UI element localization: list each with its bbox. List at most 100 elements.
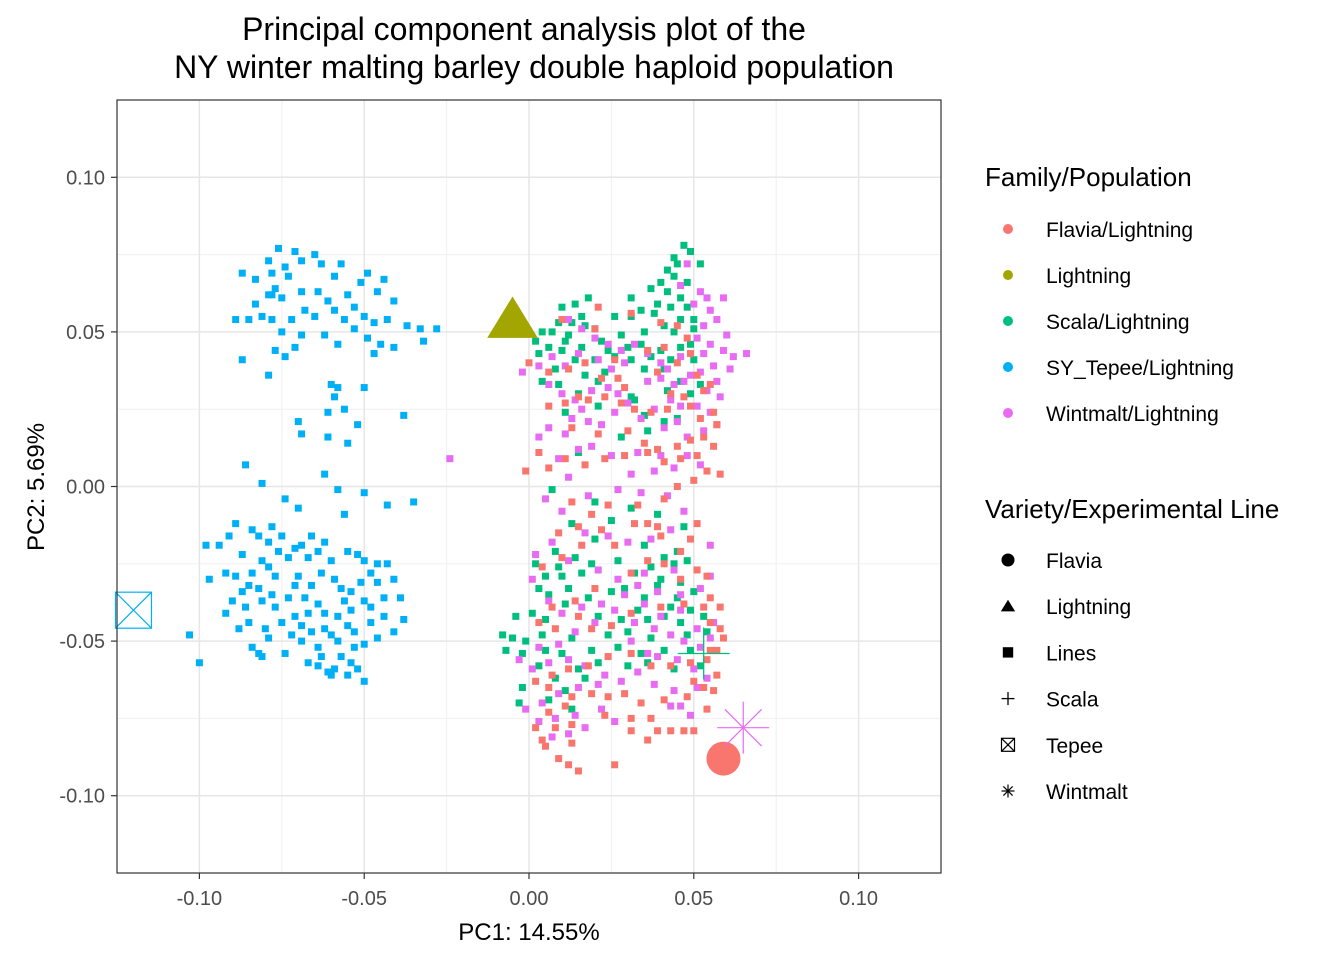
line-point	[627, 504, 635, 512]
line-point	[716, 470, 724, 478]
line-point	[258, 597, 266, 605]
line-point	[716, 393, 724, 401]
line-point	[268, 523, 276, 531]
line-point	[357, 578, 365, 586]
line-point	[598, 600, 606, 608]
line-point	[515, 699, 523, 707]
line-point	[604, 501, 612, 509]
line-point	[581, 529, 589, 537]
line-point	[713, 671, 721, 679]
line-point	[578, 325, 586, 333]
line-point	[627, 637, 635, 645]
line-point	[555, 563, 563, 571]
line-point	[614, 557, 622, 565]
line-point	[588, 625, 596, 633]
line-point	[337, 653, 345, 661]
line-point	[347, 606, 355, 614]
line-point	[304, 554, 312, 562]
line-point	[690, 588, 698, 596]
line-point	[693, 334, 701, 342]
line-point	[291, 248, 299, 256]
line-point	[680, 523, 688, 531]
line-point	[654, 653, 662, 661]
line-point	[548, 733, 556, 741]
line-point	[673, 418, 681, 426]
line-point	[331, 393, 339, 401]
line-point	[248, 526, 256, 534]
line-point	[558, 316, 566, 324]
line-point	[363, 334, 371, 342]
line-point	[251, 275, 259, 283]
line-point	[265, 538, 273, 546]
line-point	[716, 625, 724, 633]
line-point	[321, 538, 329, 546]
line-point	[565, 557, 573, 565]
line-point	[565, 665, 573, 673]
line-point	[703, 656, 711, 664]
line-point	[581, 371, 589, 379]
line-point	[251, 300, 259, 308]
line-point	[611, 717, 619, 725]
line-point	[667, 356, 675, 364]
line-point	[545, 380, 553, 388]
line-point	[304, 609, 312, 617]
line-point	[555, 529, 563, 537]
line-point	[535, 717, 543, 725]
line-point	[568, 739, 576, 747]
line-point	[647, 285, 655, 293]
line-point	[680, 507, 688, 515]
line-point	[670, 566, 678, 574]
line-point	[551, 714, 559, 722]
line-point	[591, 325, 599, 333]
line-point	[390, 297, 398, 305]
line-point	[548, 486, 556, 494]
line-point	[535, 433, 543, 441]
line-point	[677, 591, 685, 599]
line-point	[627, 609, 635, 617]
line-point	[535, 362, 543, 370]
line-point	[657, 359, 665, 367]
line-point	[278, 619, 286, 627]
shape-legend-label: Tepee	[1046, 735, 1103, 758]
line-point	[594, 356, 602, 364]
line-point	[314, 547, 322, 555]
line-point	[324, 408, 332, 416]
line-point	[522, 637, 530, 645]
line-point	[558, 303, 566, 311]
x-tick-label: 0.00	[510, 888, 549, 910]
line-point	[604, 532, 612, 540]
line-point	[637, 340, 645, 348]
line-point	[370, 350, 378, 358]
line-point	[696, 414, 704, 422]
axis-ticks: -0.10 -0.05 0.00 0.05 0.10 0.10 0.05 0.00 -0.05 -…	[59, 167, 878, 910]
line-point	[594, 659, 602, 667]
line-point	[380, 275, 388, 283]
line-point	[598, 374, 606, 382]
line-point	[307, 532, 315, 540]
line-point	[630, 520, 638, 528]
line-point	[317, 569, 325, 577]
line-point	[350, 325, 358, 333]
line-point	[654, 727, 662, 735]
line-point	[594, 430, 602, 438]
line-point	[667, 603, 675, 611]
y-tick-label: 0.10	[66, 167, 105, 189]
line-point	[644, 520, 652, 528]
line-point	[644, 649, 652, 657]
line-point	[377, 340, 385, 348]
line-point	[538, 736, 546, 744]
line-point	[690, 300, 698, 308]
line-point	[611, 606, 619, 614]
line-point	[677, 619, 685, 627]
line-point	[654, 588, 662, 596]
line-point	[584, 492, 592, 500]
line-point	[558, 609, 566, 617]
line-point	[271, 285, 279, 293]
line-point	[271, 572, 279, 580]
line-point	[334, 612, 342, 620]
line-point	[660, 424, 668, 432]
line-point	[677, 547, 685, 555]
line-point	[598, 526, 606, 534]
line-point	[281, 495, 289, 503]
parent-flavia-marker	[706, 741, 741, 776]
